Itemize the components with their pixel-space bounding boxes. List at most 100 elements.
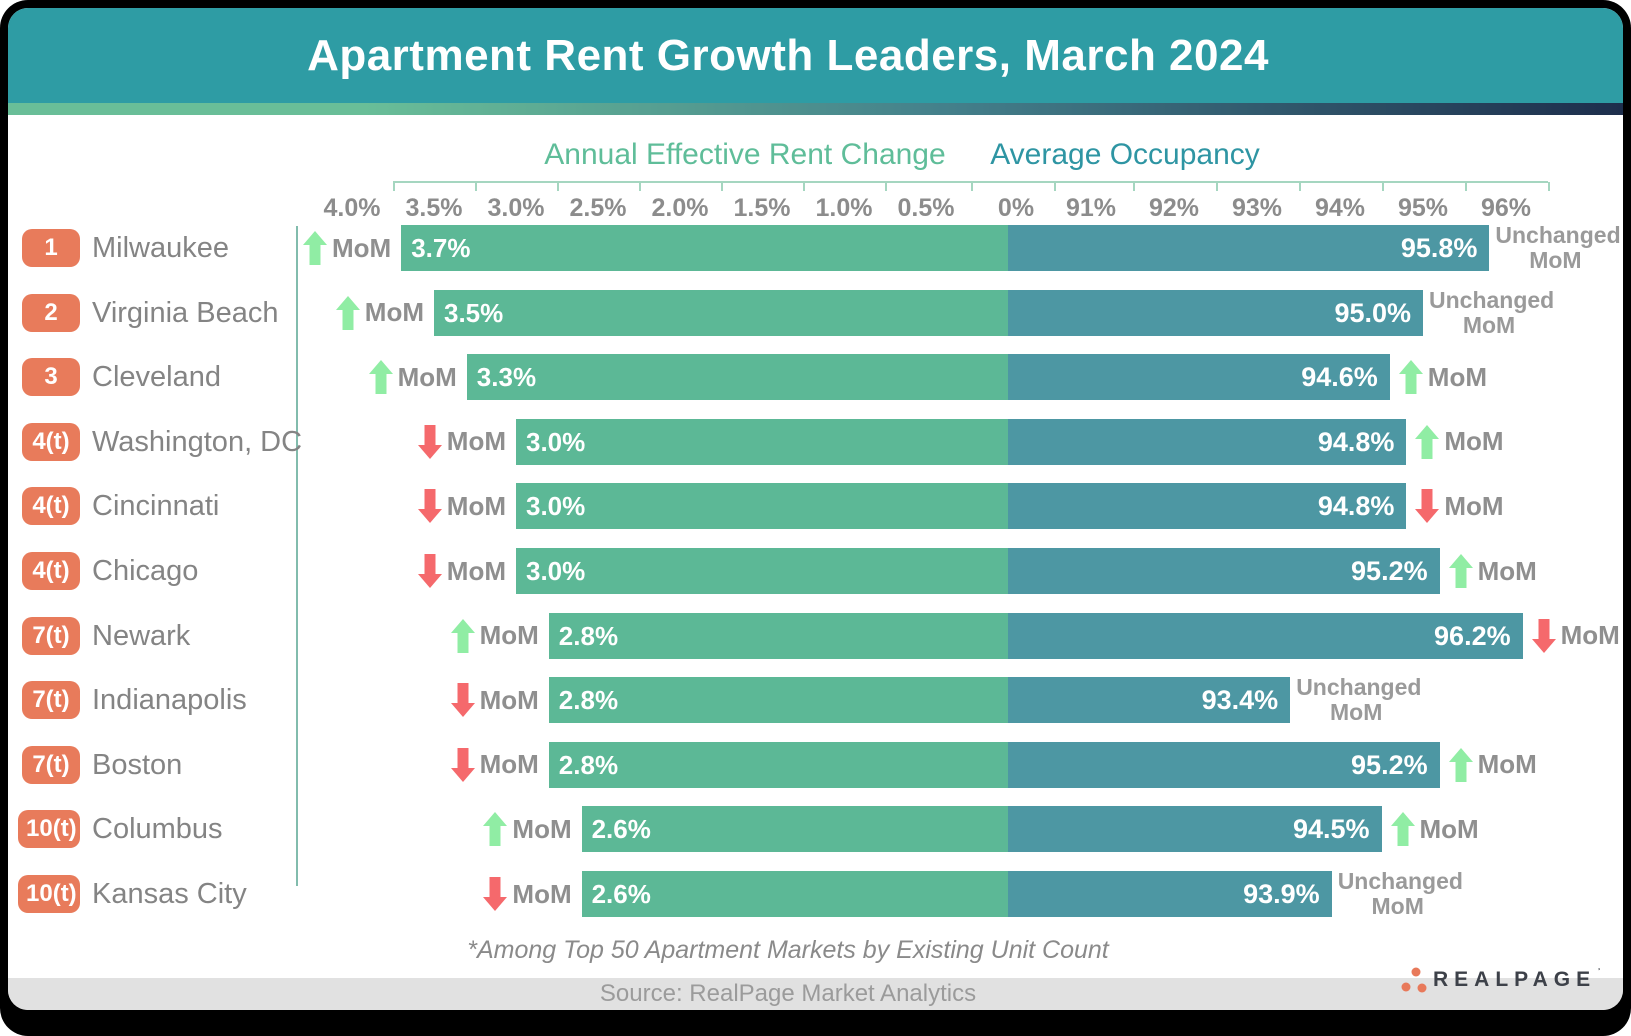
up-arrow-icon xyxy=(368,360,393,395)
rank-badge: 7(t) xyxy=(22,681,80,720)
separator-line xyxy=(296,226,298,886)
rank-badge: 4(t) xyxy=(22,552,80,590)
rent-mom-indicator: MoM xyxy=(450,613,539,659)
up-arrow-icon xyxy=(335,295,360,330)
market-label: Kansas City xyxy=(92,878,247,910)
occupancy-value: 94.5% xyxy=(1292,814,1370,845)
axis-tick-mark xyxy=(639,182,641,191)
rank-badge-column: 7(t) xyxy=(18,616,80,655)
market-row: 3 Cleveland MoM 3.3% 94.6% MoM xyxy=(8,354,1623,401)
unchanged-text: Unchanged xyxy=(1296,674,1422,701)
market-row: 7(t) Indianapolis MoM 2.8% 93.4% Unchanged MoM xyxy=(8,674,1623,726)
occupancy-value: 95.2% xyxy=(1351,556,1428,586)
rent-value: 2.8% xyxy=(558,685,619,716)
axis-tick-mark xyxy=(1381,182,1384,191)
mom-label: MoM xyxy=(1560,620,1620,651)
occupancy-bar: 94.5% xyxy=(1008,806,1382,853)
mom-label: MoM xyxy=(1477,555,1537,586)
rent-value: 3.7% xyxy=(411,233,471,263)
footnote: *Among Top 50 Apartment Markets by Exist… xyxy=(467,936,1109,964)
down-arrow-icon xyxy=(417,489,442,524)
occupancy-value: 95.2% xyxy=(1351,749,1428,780)
axis-tick-label: 1.0% xyxy=(815,194,873,222)
occupancy-mom-indicator: MoM xyxy=(1415,483,1504,529)
rent-bar: 3.0% xyxy=(516,483,1008,530)
occupancy-bar: 94.8% xyxy=(1008,418,1407,465)
up-arrow-icon xyxy=(1448,747,1473,782)
rent-mom-indicator: MoM xyxy=(417,419,506,465)
rent-value: 3.0% xyxy=(526,426,586,457)
market-label: Washington, DC xyxy=(92,425,303,458)
up-arrow-icon xyxy=(450,618,475,653)
occupancy-value: 94.8% xyxy=(1317,426,1395,457)
market-label: Virginia Beach xyxy=(92,296,279,329)
unchanged-mom-label: Unchanged MoM xyxy=(1296,674,1422,726)
occupancy-bar: 94.6% xyxy=(1008,354,1390,401)
market-row: 10(t) Columbus MoM 2.6% 94.5% MoM xyxy=(8,806,1623,853)
rent-bar: 3.5% xyxy=(434,289,1008,336)
mom-label: MoM xyxy=(1477,749,1537,780)
axis-tick-mark xyxy=(393,182,395,191)
rent-bar: 2.8% xyxy=(548,612,1008,659)
occupancy-value: 94.8% xyxy=(1317,491,1395,522)
market-label: Cincinnati xyxy=(92,490,220,523)
rank-badge-column: 4(t) xyxy=(18,552,80,590)
axis-tick-label: 0% xyxy=(997,194,1035,222)
rent-mom-indicator: MoM xyxy=(450,742,539,788)
occupancy-value: 94.6% xyxy=(1301,362,1378,393)
occupancy-bar: 95.0% xyxy=(1008,289,1423,336)
occupancy-axis-heading: Average Occupancy xyxy=(990,138,1260,171)
occupancy-bar: 93.4% xyxy=(1008,677,1291,724)
up-arrow-icon xyxy=(1448,554,1473,588)
rent-value: 3.0% xyxy=(526,491,586,522)
mom-label: MoM xyxy=(512,813,572,844)
unchanged-mom-text: MoM xyxy=(1371,893,1424,919)
rent-value: 3.0% xyxy=(526,556,586,586)
rent-bar: 2.8% xyxy=(548,741,1008,788)
market-row: 4(t) Washington, DC MoM 3.0% 94.8% MoM xyxy=(8,418,1623,465)
rent-bar: 2.8% xyxy=(548,677,1008,724)
axis-tick-label: 94% xyxy=(1314,194,1366,222)
rent-bar: 2.6% xyxy=(581,871,1008,917)
rent-mom-indicator: MoM xyxy=(368,354,457,400)
market-label: Newark xyxy=(92,619,191,652)
occupancy-mom-indicator: MoM xyxy=(1448,548,1537,594)
axis-tick-label: 1.5% xyxy=(733,194,791,222)
axis-tick-label: 96% xyxy=(1480,194,1532,222)
down-arrow-icon xyxy=(450,683,475,718)
rank-badge: 10(t) xyxy=(18,875,80,913)
rank-badge-column: 4(t) xyxy=(18,487,80,526)
axis-tick-label: 2.0% xyxy=(651,194,709,222)
rent-mom-indicator: MoM xyxy=(483,806,572,852)
down-arrow-icon xyxy=(450,747,475,782)
axis-tick-mark xyxy=(971,182,973,191)
axis-tick-label: 3.0% xyxy=(487,194,545,222)
unchanged-mom-label: Unchanged MoM xyxy=(1495,222,1620,274)
axis-tick-mark xyxy=(1298,182,1301,191)
market-row: 2 Virginia Beach MoM 3.5% 95.0% Unchanged MoM xyxy=(8,287,1623,337)
unchanged-mom-text: MoM xyxy=(1529,247,1582,273)
rent-mom-indicator: MoM xyxy=(417,548,506,594)
occupancy-value: 96.2% xyxy=(1434,620,1511,651)
occupancy-value: 93.4% xyxy=(1201,685,1279,716)
axis-tick-mark xyxy=(557,182,559,191)
rent-value: 2.6% xyxy=(591,879,651,909)
rank-badge-column: 2 xyxy=(18,293,80,332)
market-row: 10(t) Kansas City MoM 2.6% 93.9% Unchanged MoM xyxy=(8,869,1623,919)
rank-badge: 7(t) xyxy=(22,745,80,784)
axis-tick-mark xyxy=(885,182,887,191)
rent-value: 3.5% xyxy=(444,297,504,328)
mom-label: MoM xyxy=(479,620,539,651)
mom-label: MoM xyxy=(1444,490,1504,521)
axis-tick-mark xyxy=(1547,182,1550,191)
occupancy-mom-indicator: MoM xyxy=(1398,354,1487,400)
mom-label: MoM xyxy=(446,555,506,586)
axis-tick-label: 93% xyxy=(1231,194,1283,222)
occupancy-mom-indicator: MoM xyxy=(1448,742,1537,788)
up-arrow-icon xyxy=(1398,360,1423,395)
rent-mom-indicator: MoM xyxy=(483,871,572,917)
rent-value: 3.3% xyxy=(476,362,537,393)
axis-tick-mark xyxy=(1053,182,1056,191)
mom-label: MoM xyxy=(1419,813,1479,844)
